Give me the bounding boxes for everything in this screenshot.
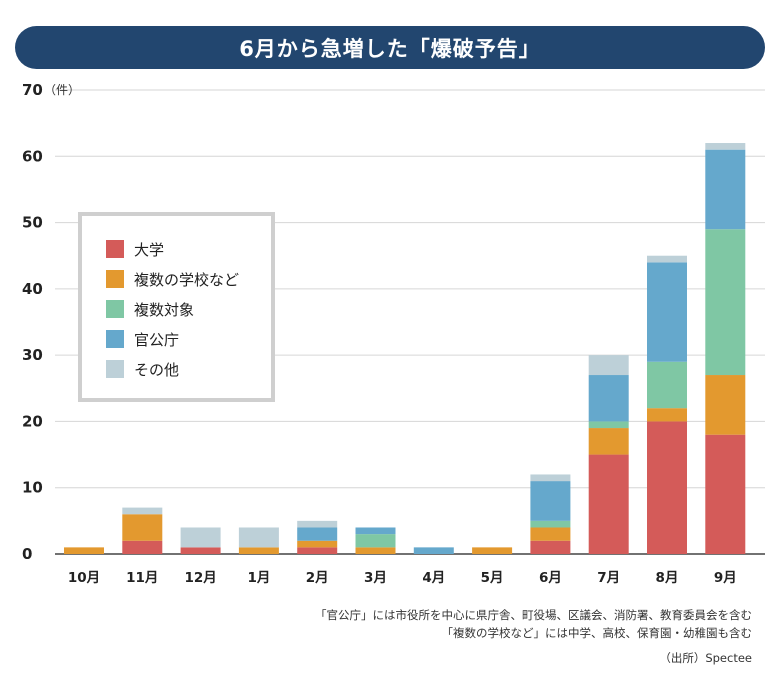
bar-segment: [180, 527, 221, 548]
bar-segment: [647, 262, 687, 362]
y-tick-label: 50: [22, 214, 43, 232]
x-tick-label: 10月: [68, 570, 100, 586]
bar-segment: [530, 520, 571, 528]
bar-segment: [297, 520, 338, 528]
bar-segment: [413, 547, 454, 554]
y-tick-label: 70: [22, 81, 43, 99]
bar-segment: [530, 481, 571, 521]
legend-label: 官公庁: [134, 331, 179, 349]
bar-segment: [705, 375, 746, 435]
x-tick-label: 7月: [597, 570, 620, 586]
x-tick-label: 9月: [714, 570, 737, 586]
bar-segment: [588, 355, 629, 376]
bar-segment: [588, 428, 629, 455]
bar-segment: [588, 421, 629, 429]
x-tick-label: 4月: [422, 570, 445, 586]
x-tick-label: 3月: [364, 570, 387, 586]
x-tick-label: 1月: [247, 570, 270, 586]
bar-segment: [472, 547, 513, 554]
x-tick-label: 5月: [481, 570, 504, 586]
legend-label: 複数の学校など: [134, 271, 239, 289]
x-tick-label: 2月: [306, 570, 329, 586]
bar-segment: [530, 474, 571, 482]
legend-label: 大学: [134, 241, 164, 259]
bar-segment: [297, 540, 338, 548]
bar-segment: [355, 527, 396, 535]
bar-segment: [122, 540, 163, 554]
bar-segment: [122, 507, 163, 515]
bar-segment: [238, 527, 279, 548]
y-unit-label: （件）: [44, 83, 80, 97]
y-tick-label: 10: [22, 479, 43, 497]
legend-swatch: [106, 300, 124, 318]
y-tick-label: 30: [22, 346, 43, 364]
source-note: （出所）Spectee: [659, 651, 752, 665]
bar-segment: [297, 547, 338, 554]
x-tick-label: 12月: [184, 570, 216, 586]
legend-label: その他: [134, 361, 179, 379]
bar-segment: [705, 229, 746, 376]
bar-segment: [238, 547, 279, 554]
legend-swatch: [106, 360, 124, 378]
bar-segment: [297, 527, 338, 541]
bar-segment: [647, 421, 687, 554]
bar-segment: [355, 534, 396, 548]
x-tick-label: 11月: [126, 570, 158, 586]
bar-segment: [180, 547, 221, 554]
x-tick-label: 8月: [656, 570, 679, 586]
legend-swatch: [106, 240, 124, 258]
bar-segment: [530, 527, 571, 541]
chart-title: 6月から急増した「爆破予告」: [15, 26, 765, 69]
legend-label: 複数対象: [134, 301, 194, 319]
bar-segment: [647, 255, 687, 263]
bar-segment: [64, 547, 104, 554]
bar-segment: [588, 454, 629, 554]
legend-swatch: [106, 330, 124, 348]
y-tick-label: 60: [22, 147, 43, 165]
bar-segment: [647, 361, 687, 409]
bar-segment: [588, 375, 629, 422]
bar-segment: [705, 434, 746, 554]
footnote-1: 「官公庁」には市役所を中心に県庁舎、町役場、区議会、消防署、教育委員会を含む: [315, 608, 752, 622]
bar-segment: [647, 408, 687, 422]
x-tick-label: 6月: [539, 570, 562, 586]
bar-segment: [122, 514, 163, 541]
bar-segment: [530, 540, 571, 554]
legend-swatch: [106, 270, 124, 288]
y-tick-label: 0: [22, 545, 32, 563]
bar-segment: [705, 143, 746, 150]
y-tick-label: 20: [22, 412, 43, 430]
footnote-2: 「複数の学校など」には中学、高校、保育園・幼稚園も含む: [441, 626, 753, 640]
bar-segment: [705, 149, 746, 230]
bar-segment: [355, 547, 396, 554]
y-tick-label: 40: [22, 280, 43, 298]
